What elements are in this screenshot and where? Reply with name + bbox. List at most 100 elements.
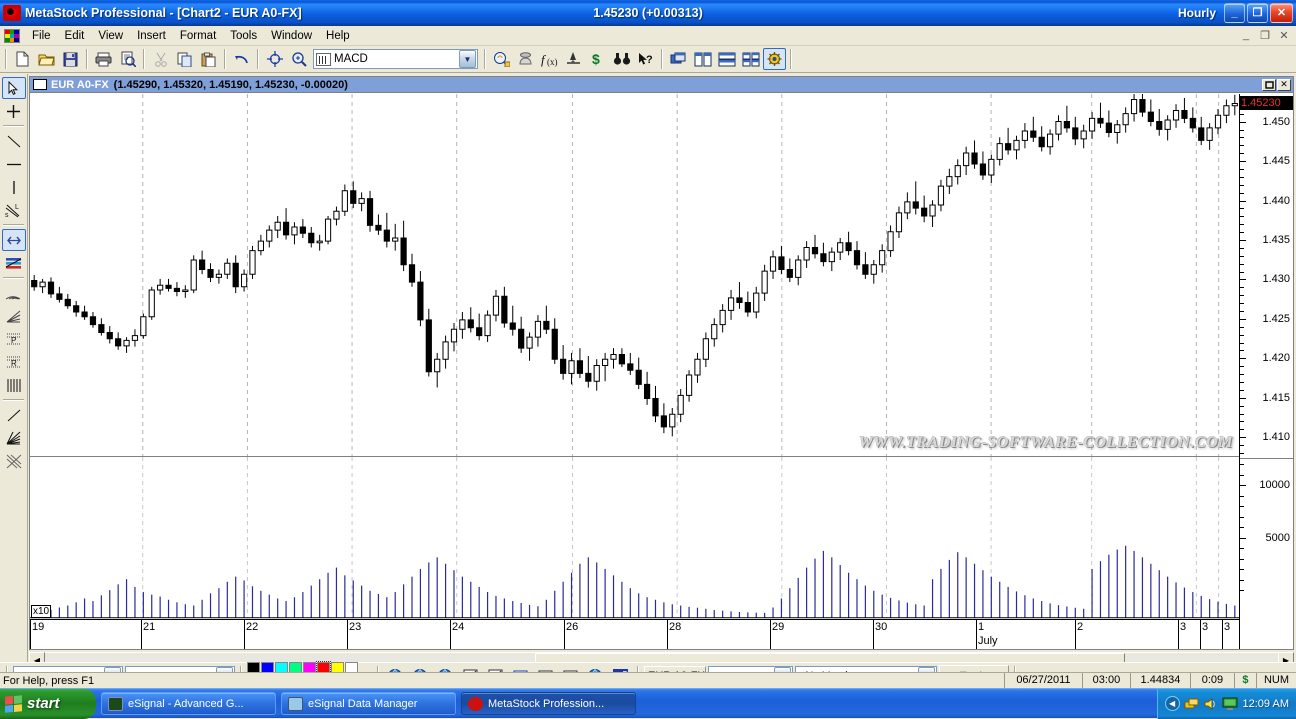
- cascade-windows-icon[interactable]: [667, 48, 690, 70]
- price-axis: 1.450 1.445 1.440 1.435 1.430 1.425 1.420 1.415…: [1240, 94, 1293, 457]
- price-pane[interactable]: WWW.TRADING-SOFTWARE-COLLECTION.COM: [30, 94, 1239, 457]
- function-icon[interactable]: f (x): [538, 48, 561, 70]
- expert-advisor-icon[interactable]: [514, 48, 537, 70]
- svg-text:$: $: [592, 51, 600, 67]
- print-preview-icon[interactable]: [116, 48, 139, 70]
- paste-icon[interactable]: [197, 48, 220, 70]
- mdi-restore-button[interactable]: ❐: [1260, 30, 1270, 42]
- tool-horizontal-line-icon[interactable]: [2, 153, 26, 175]
- find-binoculars-icon[interactable]: [610, 48, 633, 70]
- undo-icon[interactable]: [230, 48, 253, 70]
- tray-network-icon[interactable]: [1184, 697, 1199, 711]
- menu-item-help[interactable]: Help: [326, 29, 350, 42]
- tool-fibonacci-projection-icon[interactable]: P: [2, 328, 26, 350]
- menu-item-format[interactable]: Format: [179, 29, 217, 42]
- tray-volume-icon[interactable]: [1203, 697, 1218, 711]
- menu-item-insert[interactable]: Insert: [137, 29, 166, 42]
- print-icon[interactable]: [92, 48, 115, 70]
- chart-close-button[interactable]: ✕: [1277, 78, 1291, 91]
- date-axis-label: 29: [772, 621, 785, 633]
- indicator-combo[interactable]: MACD ▼: [313, 49, 478, 69]
- save-icon[interactable]: [59, 48, 82, 70]
- mdi-minimize-button[interactable]: _: [1242, 29, 1250, 41]
- open-folder-icon[interactable]: [35, 48, 58, 70]
- taskbar-item-esignal-data-manager[interactable]: eSignal Data Manager: [281, 692, 456, 715]
- svg-text:?: ?: [646, 54, 653, 66]
- tile-vertical-icon[interactable]: [691, 48, 714, 70]
- minimize-button[interactable]: _: [1224, 2, 1245, 23]
- menu-item-edit[interactable]: Edit: [64, 29, 85, 42]
- zoom-icon[interactable]: [287, 48, 310, 70]
- quotes-icon[interactable]: [490, 48, 513, 70]
- axis-major-tick: [1240, 318, 1246, 320]
- close-button[interactable]: ✕: [1270, 2, 1293, 23]
- menu-item-tools[interactable]: Tools: [230, 29, 258, 42]
- toolbar-separator: [5, 49, 7, 69]
- chart-restore-button[interactable]: [1262, 78, 1276, 91]
- tile-grid-icon[interactable]: [739, 48, 762, 70]
- explorer-icon[interactable]: [562, 48, 585, 70]
- status-currency-icon: $: [1233, 673, 1256, 688]
- tool-crosshair-icon[interactable]: [2, 100, 26, 122]
- tool-pointer-icon[interactable]: [1, 77, 26, 99]
- new-document-icon[interactable]: [11, 48, 34, 70]
- start-button[interactable]: start: [0, 688, 96, 719]
- axis-major-tick: [1240, 239, 1246, 241]
- tool-equidistant-channel-icon[interactable]: [1, 229, 26, 251]
- tool-fibonacci-retracement-icon[interactable]: R: [2, 351, 26, 373]
- esignal-icon: [108, 696, 123, 711]
- tray-monitor-icon[interactable]: [1222, 697, 1238, 711]
- menu-item-window[interactable]: Window: [271, 29, 313, 42]
- help-pointer-icon[interactable]: ?: [634, 48, 657, 70]
- tool-gann-fan-icon[interactable]: [2, 427, 26, 449]
- menu-item-file[interactable]: File: [32, 29, 51, 42]
- palette-separator: [3, 399, 24, 401]
- volume-axis-label: 5000: [1265, 531, 1290, 544]
- system-tray: ◀ 12:09 AM: [1156, 688, 1296, 719]
- axis-major-tick: [1240, 121, 1246, 123]
- volume-series: [30, 457, 1239, 619]
- axis-major-tick: [1240, 485, 1246, 487]
- tool-fibonacci-timezones-icon[interactable]: [2, 374, 26, 396]
- taskbar-clock[interactable]: 12:09 AM: [1242, 697, 1289, 710]
- menu-item-view[interactable]: View: [98, 29, 124, 42]
- palette-separator: [3, 224, 24, 226]
- axis-minor-tick: [1240, 263, 1244, 265]
- axis-minor-tick: [1240, 506, 1244, 508]
- window-title: MetaStock Professional - [Chart2 - EUR A…: [25, 5, 302, 20]
- crosshair-icon[interactable]: [263, 48, 286, 70]
- tile-horizontal-icon[interactable]: [715, 48, 738, 70]
- tool-gann-grid-icon[interactable]: [2, 450, 26, 472]
- axis-minor-tick: [1240, 453, 1244, 455]
- date-axis-tick: [564, 620, 565, 649]
- chevron-down-icon[interactable]: ▼: [459, 50, 476, 68]
- tool-fibonacci-fan-icon[interactable]: [2, 305, 26, 327]
- copy-icon[interactable]: [173, 48, 196, 70]
- indicator-icon: [316, 52, 331, 66]
- date-axis-label: 1: [978, 621, 985, 633]
- axis-minor-tick: [1240, 445, 1244, 447]
- taskbar-item-esignal-advanced[interactable]: eSignal - Advanced G...: [101, 692, 276, 715]
- date-axis-label: 24: [452, 621, 465, 633]
- axis-minor-tick: [1240, 153, 1244, 155]
- date-axis-tick: [667, 620, 668, 649]
- restore-button[interactable]: ❐: [1247, 2, 1268, 23]
- start-label: start: [27, 695, 60, 712]
- tool-speed-resistance-line-icon[interactable]: [2, 404, 26, 426]
- taskbar-item-metastock[interactable]: MetaStock Profession...: [461, 692, 636, 715]
- chart-title-bar[interactable]: EUR A0-FX (1.45290, 1.45320, 1.45190, 1.…: [30, 77, 1293, 93]
- dollar-icon[interactable]: $: [586, 48, 609, 70]
- volume-pane[interactable]: x10: [30, 457, 1239, 619]
- tool-fibonacci-arcs-icon[interactable]: [2, 282, 26, 304]
- tool-trendline-icon[interactable]: [2, 130, 26, 152]
- tray-expand-icon[interactable]: ◀: [1164, 696, 1180, 711]
- options-gear-icon[interactable]: [763, 48, 786, 70]
- svg-text:s: s: [5, 212, 9, 218]
- tool-fibonacci-lines-icon[interactable]: [2, 252, 26, 274]
- tool-vertical-line-icon[interactable]: [2, 176, 26, 198]
- cut-icon[interactable]: [149, 48, 172, 70]
- axis-minor-tick: [1240, 247, 1244, 249]
- mdi-close-button[interactable]: ✕: [1279, 30, 1289, 42]
